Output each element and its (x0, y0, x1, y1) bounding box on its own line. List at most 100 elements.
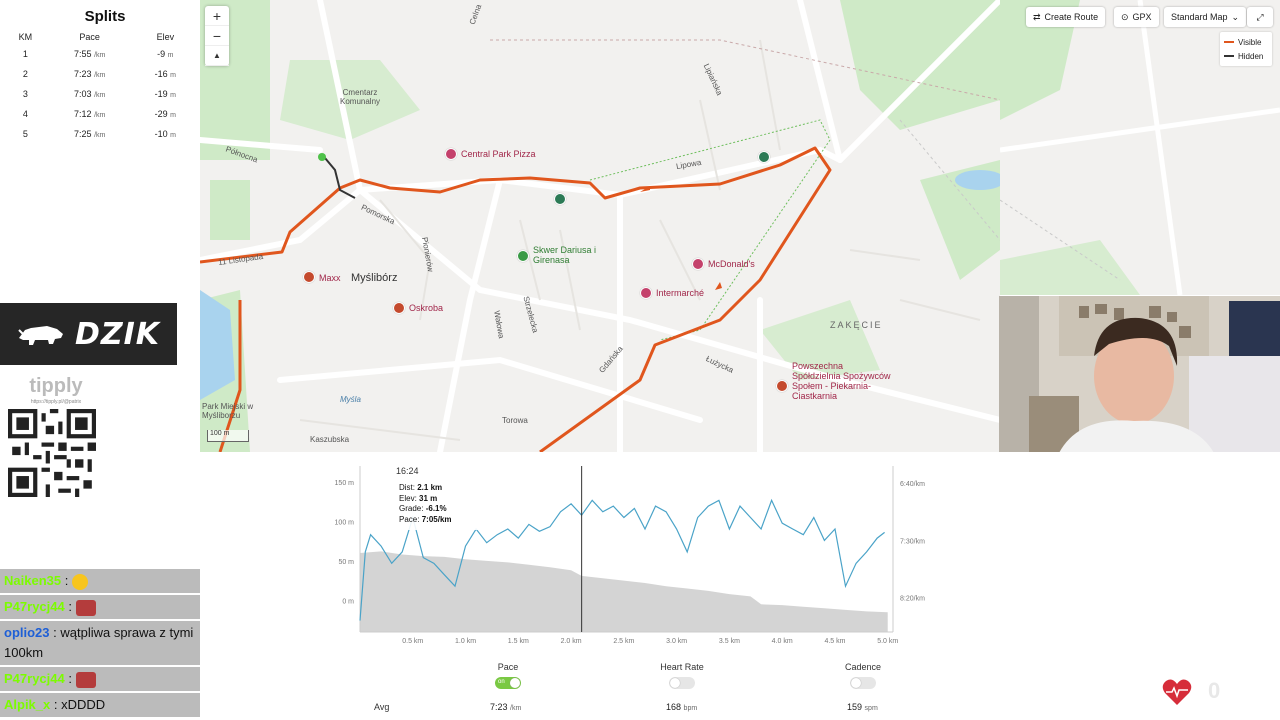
pace-toggle-knob (510, 678, 520, 688)
sponsor-name: DZIK (74, 316, 161, 352)
cemetery-label: Cmentarz Komunalny (340, 88, 381, 106)
route-visible (200, 146, 832, 452)
profile-chart-svg[interactable]: 0.5 km 1.0 km 1.5 km 2.0 km 2.5 km 3.0 km 3.5 … (200, 452, 1280, 720)
x-tick-label: 4.0 km (772, 638, 793, 645)
splits-panel: Splits KM Pace Elev 1 7:55 /km -9 m 2 7:… (0, 0, 200, 300)
avg-cadence: 159 spm (847, 702, 878, 712)
legend-label-hidden: Hidden (1238, 51, 1264, 61)
y-left-tick-label: 150 m (335, 480, 355, 487)
split-row: 1 7:55 /km -9 m (6, 44, 196, 64)
tooltip-pace: Pace: 7:05/km (399, 514, 452, 524)
split-elev: -16 m (154, 69, 176, 79)
chat-username: P47rycj44 (4, 599, 65, 614)
street-label: Kaszubska (310, 435, 350, 444)
y-right-tick-label: 7:30/km (900, 538, 925, 545)
tip-url: https://tipply.pl/@patrix (30, 399, 82, 405)
legend-swatch-visible (1224, 41, 1234, 43)
sponsor-logo: DZIK (0, 303, 177, 365)
poi-label: Oskroba (409, 303, 444, 313)
park-label: Park Miejski w Myśliborzu (202, 402, 254, 420)
restaurant-pin-icon[interactable] (692, 258, 704, 270)
chat-overlay: Naiken35 : P47rycj44 : oplio23 : wątpliw… (0, 569, 200, 719)
avg-label: Avg (374, 702, 390, 712)
laugh-emote-icon (71, 573, 88, 590)
chart-cursor-time: 16:24 (396, 466, 419, 476)
y-left-tick-label: 0 m (342, 598, 354, 605)
gpx-label: GPX (1132, 12, 1152, 22)
split-km: 2 (22, 69, 28, 79)
pace-toggle[interactable]: on (495, 677, 521, 689)
gpx-button[interactable]: ⊙ GPX (1114, 7, 1159, 27)
poi-label: McDonald's (708, 259, 755, 269)
legend-row-hidden: Hidden (1224, 49, 1268, 63)
legend-row-visible: Visible (1224, 35, 1268, 49)
split-pace: 7:03 /km (74, 89, 106, 99)
split-km: 4 (22, 109, 28, 119)
map-scale: 100 m (207, 430, 249, 442)
compass-button[interactable]: ▲ (205, 46, 229, 66)
zoom-in-button[interactable]: + (205, 6, 229, 26)
pepe-emote-icon (75, 599, 96, 616)
create-route-label: Create Route (1044, 12, 1099, 22)
elevation-area (360, 551, 888, 632)
x-tick-label: 1.5 km (508, 638, 529, 645)
route-legend: Visible Hidden (1220, 32, 1272, 66)
split-elev: -9 m (157, 49, 174, 59)
heart-rate-toggle[interactable] (669, 677, 695, 689)
restaurant-pin-icon[interactable] (445, 148, 457, 160)
x-tick-label: 1.0 km (455, 638, 476, 645)
map-style-select[interactable]: Standard Map ⌄ (1164, 7, 1247, 27)
splits-header-km: KM (18, 32, 33, 42)
heart-rate-metric: Heart Rate (652, 662, 712, 689)
profile-chart[interactable]: 0.5 km 1.0 km 1.5 km 2.0 km 2.5 km 3.0 km 3.5 … (200, 452, 1280, 720)
qr-code (8, 409, 96, 497)
tip-name: tipply (29, 375, 83, 397)
cadence-toggle-knob (851, 678, 861, 688)
tooltip-elev: Elev: 31 m (399, 493, 438, 503)
chat-username: oplio23 (4, 625, 50, 640)
cadence-toggle[interactable] (850, 677, 876, 689)
x-tick-label: 5.0 km (877, 638, 898, 645)
x-tick-label: 2.0 km (561, 638, 582, 645)
chat-text: xDDDD (61, 697, 106, 712)
route-map[interactable]: Central Park Pizza Skwer Dariusa i Giren… (200, 0, 1000, 452)
zoom-out-button[interactable]: − (205, 26, 229, 46)
parking-pin-icon[interactable] (554, 193, 566, 205)
splits-header-elev: Elev (156, 32, 175, 42)
park-pin-icon[interactable] (517, 250, 529, 262)
chat-text: wątpliwa sprawa z tymi 100km (4, 625, 194, 660)
parking-pin-icon[interactable] (758, 151, 770, 163)
split-elev: -10 m (154, 129, 176, 139)
y-right-tick-label: 8:20/km (900, 596, 925, 603)
avg-heart-rate: 168 bpm (666, 702, 698, 712)
restaurant-pin-icon[interactable] (303, 271, 315, 283)
chat-message: P47rycj44 : (0, 667, 200, 691)
heart-rate-metric-label: Heart Rate (660, 662, 704, 672)
x-tick-label: 3.5 km (719, 638, 740, 645)
zoom-control: + − ▲ (205, 6, 229, 66)
avg-pace: 7:23 /km (490, 702, 522, 712)
heart-rate-toggle-knob (670, 678, 680, 688)
split-pace: 7:55 /km (74, 49, 106, 59)
split-row: 2 7:23 /km -16 m (6, 64, 196, 84)
x-tick-label: 3.0 km (666, 638, 687, 645)
x-tick-label: 0.5 km (402, 638, 423, 645)
splits-header-pace: Pace (79, 32, 100, 42)
split-pace: 7:25 /km (74, 129, 106, 139)
restaurant-pin-icon[interactable] (393, 302, 405, 314)
fullscreen-button[interactable]: ⤢ (1247, 7, 1273, 27)
split-row: 3 7:03 /km -19 m (6, 84, 196, 104)
route-icon: ⇄ (1033, 11, 1041, 22)
bakery-pin-icon[interactable] (776, 380, 788, 392)
split-km: 1 (22, 49, 28, 59)
poi-label: Intermarché (656, 288, 705, 298)
create-route-button[interactable]: ⇄ Create Route (1026, 7, 1106, 27)
route-hidden (324, 157, 356, 199)
chart-tooltip: Dist: 2.1 km Elev: 31 m Grade: -6.1% Pac… (395, 480, 495, 530)
split-elev: -29 m (154, 109, 176, 119)
split-pace: 7:12 /km (74, 109, 106, 119)
shop-pin-icon[interactable] (640, 287, 652, 299)
pace-metric-label: Pace (497, 662, 519, 672)
street-label: Torowa (502, 416, 528, 425)
heart-rate-count: 0 (1208, 678, 1221, 703)
